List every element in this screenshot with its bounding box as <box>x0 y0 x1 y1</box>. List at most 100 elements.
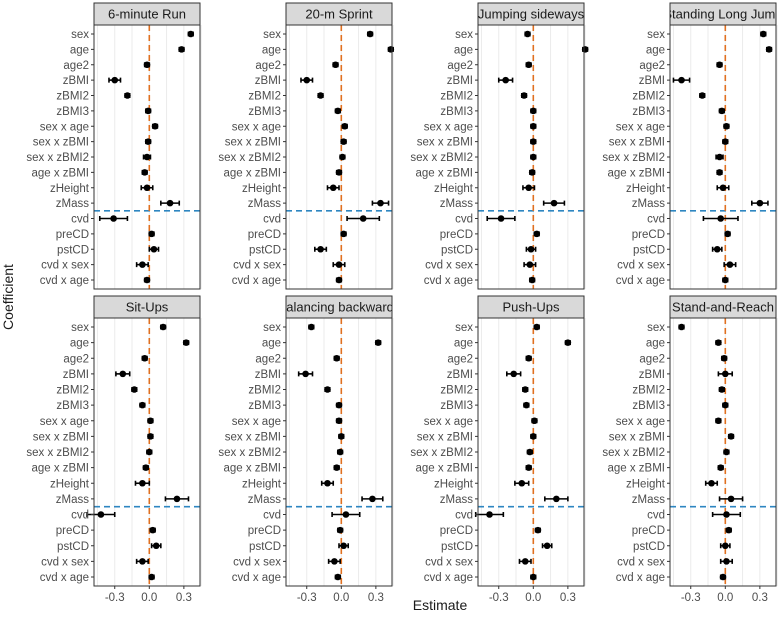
data-point <box>340 138 347 145</box>
data-point <box>146 448 153 456</box>
data-point <box>143 61 151 69</box>
y-tick-label: zMass <box>248 198 281 210</box>
y-tick-label: age x zBMI <box>415 167 473 179</box>
y-tick-label: zBMI2 <box>440 385 473 397</box>
y-tick-label: preCD <box>248 229 281 241</box>
y-tick-label: cvd <box>647 510 665 522</box>
data-point <box>523 401 530 409</box>
y-tick-label: zBMI <box>63 75 89 87</box>
y-tick-label: sex x zBMI <box>33 431 89 443</box>
y-tick-label: cvd x age <box>424 275 473 287</box>
data-point <box>147 433 154 440</box>
data-point <box>723 558 730 565</box>
data-point <box>716 153 723 161</box>
y-tick-label: sex x zBMI2 <box>410 152 473 164</box>
y-tick-label: age <box>454 44 473 56</box>
y-tick-label: sex x zBMI2 <box>218 447 281 459</box>
y-tick-label: sex x age <box>616 416 665 428</box>
data-point <box>713 245 721 253</box>
panel-title: Sit-Ups <box>126 300 169 315</box>
y-tick-label: age2 <box>639 353 665 365</box>
data-point <box>723 448 730 456</box>
y-tick-label: zBMI3 <box>56 106 89 118</box>
y-tick-label: zBMI2 <box>56 91 89 103</box>
panel: Balancing backwards sex age age2 zBMI zBMI2 zB… <box>218 295 394 604</box>
y-tick-label: preCD <box>248 525 281 537</box>
data-point <box>148 230 155 238</box>
y-tick-label: preCD <box>440 229 473 241</box>
y-tick-label: preCD <box>56 525 89 537</box>
y-tick-label: age2 <box>639 60 665 72</box>
y-tick-label: zBMI2 <box>56 385 89 397</box>
x-tick-label: 0.0 <box>525 592 541 604</box>
y-tick-label: sex x zBMI2 <box>218 152 281 164</box>
y-tick-label: age <box>646 44 665 56</box>
data-point <box>760 30 767 38</box>
data-point <box>144 107 152 115</box>
y-tick-label: sex x zBMI2 <box>602 152 665 164</box>
y-tick-label: cvd x sex <box>233 260 281 272</box>
y-tick-label: age <box>646 338 665 350</box>
y-tick-label: cvd <box>647 214 665 226</box>
data-point <box>528 276 536 284</box>
y-tick-label: zBMI <box>639 369 665 381</box>
y-tick-label: age x zBMI <box>223 463 281 475</box>
y-tick-label: age <box>262 338 281 350</box>
y-tick-label: sex x age <box>424 121 473 133</box>
data-point <box>377 199 384 207</box>
data-point <box>324 386 331 393</box>
data-point <box>718 386 726 393</box>
data-point <box>525 464 532 471</box>
data-point <box>756 199 764 207</box>
data-point <box>530 573 537 581</box>
data-point <box>374 339 382 346</box>
data-point <box>335 417 343 425</box>
y-tick-label: zMass <box>632 494 665 506</box>
y-tick-label: sex x zBMI <box>417 137 473 149</box>
panel-title: Stand-and-Reach <box>672 300 774 315</box>
data-point <box>342 511 350 518</box>
data-point <box>369 495 376 503</box>
data-point <box>149 526 157 534</box>
data-point <box>723 511 730 518</box>
y-tick-label: zHeight <box>50 478 90 490</box>
data-point <box>338 433 345 440</box>
data-point <box>148 573 155 581</box>
data-point <box>718 107 726 115</box>
data-point <box>724 230 731 238</box>
data-point <box>716 169 723 176</box>
y-tick-label: cvd <box>263 214 281 226</box>
data-point <box>722 370 729 378</box>
panel: Standing Long Jump sex age age2 zBMI zBMI2 zBM… <box>602 2 778 290</box>
y-tick-label: cvd x sex <box>425 260 473 272</box>
y-tick-label: preCD <box>632 229 665 241</box>
data-point <box>141 354 148 362</box>
y-tick-label: zBMI <box>639 75 665 87</box>
data-point <box>341 122 349 130</box>
y-tick-label: age <box>262 44 281 56</box>
x-tick-label: 0.3 <box>176 592 192 604</box>
y-tick-label: age x zBMI <box>607 167 665 179</box>
y-tick-label: cvd x age <box>616 572 665 584</box>
data-point <box>142 464 150 471</box>
y-tick-label: age x zBMI <box>31 463 89 475</box>
y-tick-label: pstCD <box>249 244 281 256</box>
data-point <box>324 479 331 487</box>
data-point <box>317 245 324 253</box>
data-point <box>765 46 773 53</box>
y-tick-label: cvd x age <box>40 275 89 287</box>
y-tick-label: zBMI <box>63 369 89 381</box>
data-point <box>527 245 535 253</box>
y-tick-label: pstCD <box>441 244 473 256</box>
data-point <box>531 417 538 425</box>
y-tick-label: pstCD <box>57 244 89 256</box>
data-point <box>340 542 347 550</box>
y-tick-label: zHeight <box>434 478 474 490</box>
data-point <box>678 76 685 84</box>
y-tick-label: sex x zBMI <box>609 137 665 149</box>
data-point <box>520 92 528 99</box>
data-point <box>143 153 151 161</box>
y-tick-label: sex <box>263 322 281 334</box>
data-point <box>486 511 493 518</box>
y-tick-label: cvd x age <box>232 572 281 584</box>
